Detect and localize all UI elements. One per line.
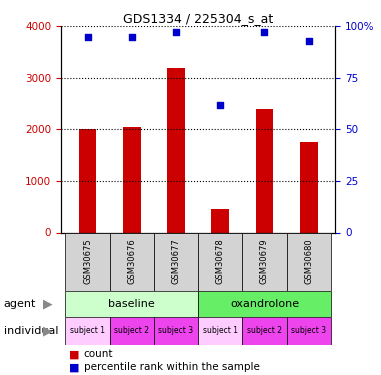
Text: ■: ■ bbox=[69, 350, 79, 359]
Bar bbox=[154, 232, 198, 291]
Bar bbox=[242, 232, 287, 291]
Title: GDS1334 / 225304_s_at: GDS1334 / 225304_s_at bbox=[123, 12, 273, 25]
Bar bbox=[242, 317, 287, 345]
Bar bbox=[256, 109, 273, 232]
Text: subject 1: subject 1 bbox=[70, 326, 105, 335]
Bar bbox=[66, 232, 110, 291]
Bar bbox=[66, 291, 198, 317]
Text: baseline: baseline bbox=[108, 299, 155, 309]
Bar bbox=[198, 232, 242, 291]
Text: subject 3: subject 3 bbox=[158, 326, 194, 335]
Bar bbox=[110, 317, 154, 345]
Text: ▶: ▶ bbox=[43, 297, 53, 310]
Text: GSM30676: GSM30676 bbox=[127, 239, 136, 284]
Text: GSM30678: GSM30678 bbox=[216, 239, 225, 284]
Bar bbox=[123, 127, 141, 232]
Point bbox=[217, 102, 223, 108]
Text: agent: agent bbox=[4, 299, 36, 309]
Text: subject 2: subject 2 bbox=[247, 326, 282, 335]
Bar bbox=[198, 291, 331, 317]
Point bbox=[129, 34, 135, 40]
Text: percentile rank within the sample: percentile rank within the sample bbox=[84, 363, 260, 372]
Text: GSM30675: GSM30675 bbox=[83, 239, 92, 284]
Bar bbox=[167, 68, 185, 232]
Point bbox=[85, 34, 91, 40]
Text: GSM30679: GSM30679 bbox=[260, 239, 269, 284]
Text: count: count bbox=[84, 350, 113, 359]
Bar bbox=[78, 129, 96, 232]
Text: subject 1: subject 1 bbox=[203, 326, 238, 335]
Bar bbox=[287, 317, 331, 345]
Point bbox=[261, 30, 267, 36]
Bar bbox=[198, 317, 242, 345]
Bar bbox=[211, 209, 229, 232]
Bar bbox=[300, 142, 318, 232]
Bar bbox=[154, 317, 198, 345]
Text: GSM30680: GSM30680 bbox=[304, 239, 313, 284]
Text: individual: individual bbox=[4, 326, 58, 336]
Text: GSM30677: GSM30677 bbox=[171, 239, 181, 284]
Bar bbox=[287, 232, 331, 291]
Text: subject 2: subject 2 bbox=[114, 326, 149, 335]
Text: subject 3: subject 3 bbox=[291, 326, 326, 335]
Bar bbox=[66, 317, 110, 345]
Point bbox=[306, 38, 312, 44]
Text: ▶: ▶ bbox=[43, 324, 53, 337]
Point bbox=[173, 30, 179, 36]
Bar bbox=[110, 232, 154, 291]
Text: ■: ■ bbox=[69, 363, 79, 372]
Text: oxandrolone: oxandrolone bbox=[230, 299, 299, 309]
